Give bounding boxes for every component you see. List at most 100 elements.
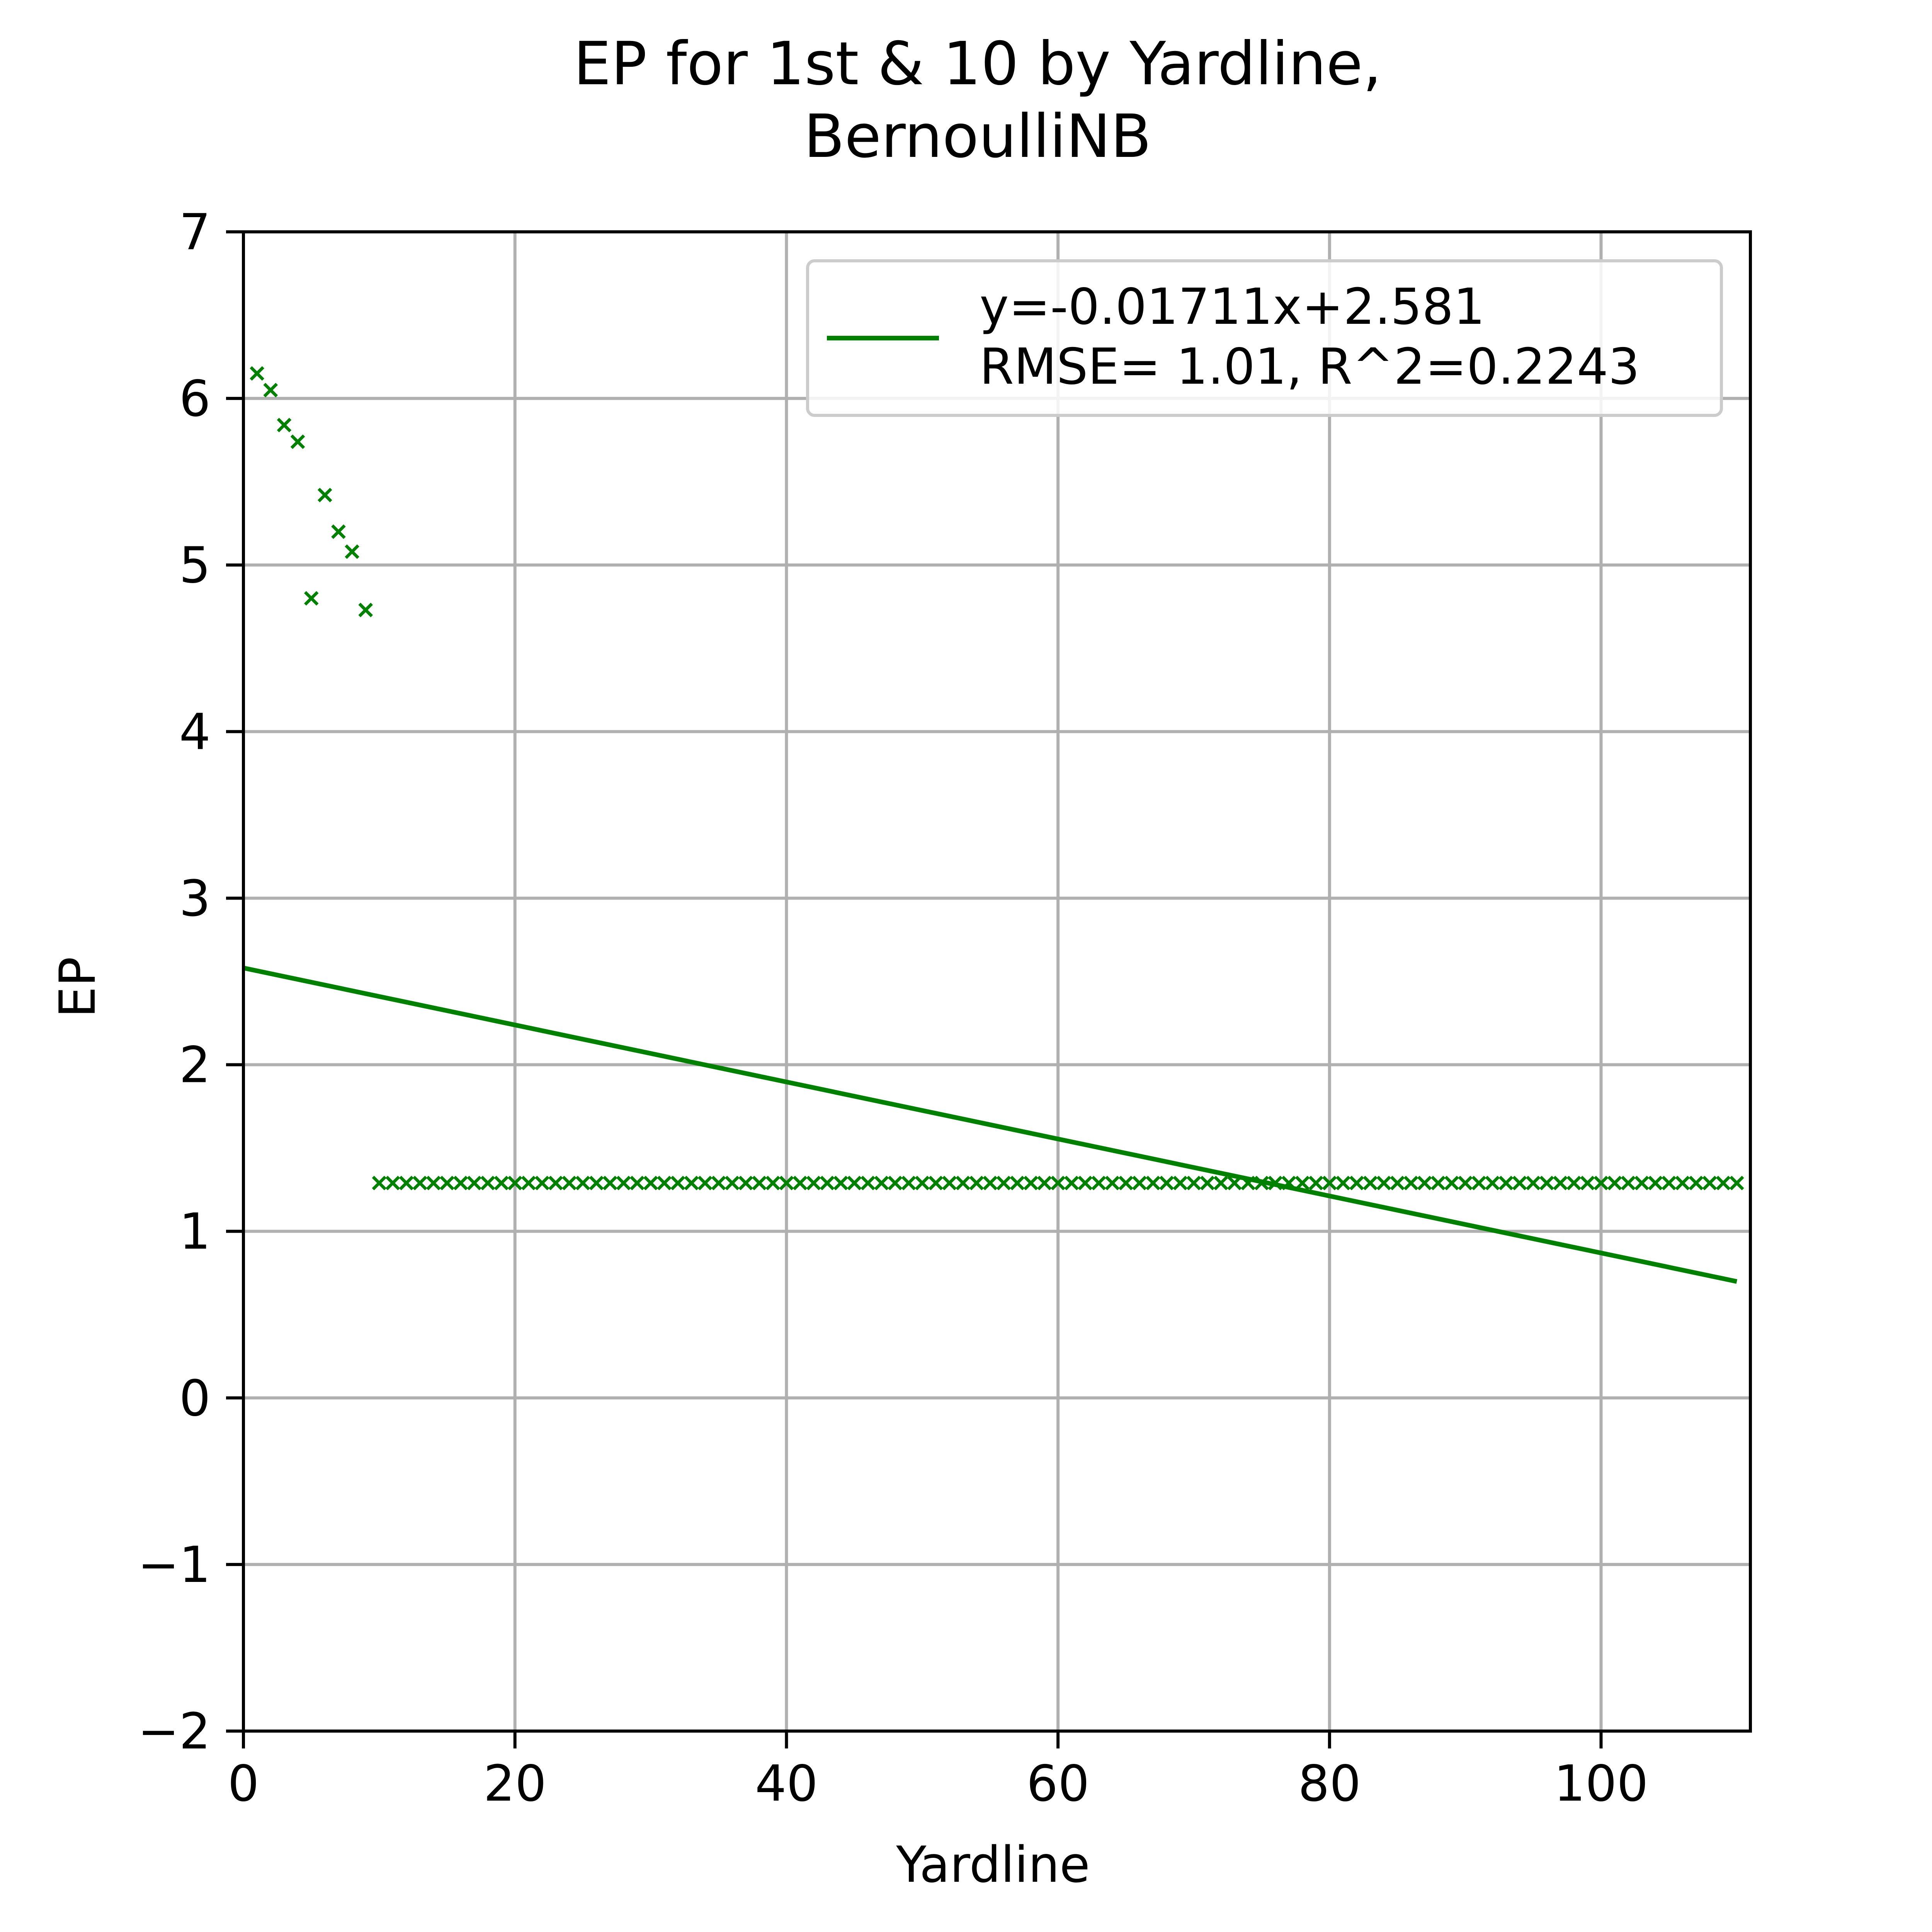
scatter-point xyxy=(1621,1175,1636,1190)
axis-ticks: 0 20 40 60 80 100 −2 −1 0 1 2 3 4 5 6 7 xyxy=(138,204,1648,1813)
fit-line xyxy=(243,966,1738,1284)
legend-label-equation: y=-0.01711x+2.581 xyxy=(980,278,1485,336)
scatter-point xyxy=(1689,1175,1704,1190)
scatter-point xyxy=(304,591,319,606)
scatter-point xyxy=(250,366,264,381)
scatter-point xyxy=(793,1175,808,1190)
scatter-point xyxy=(507,1175,522,1190)
scatter-point xyxy=(1458,1175,1473,1190)
legend-label-metrics: RMSE= 1.01, R^2=0.2243 xyxy=(980,338,1640,396)
y-tick-label: 6 xyxy=(179,370,211,428)
chart-subtitle: BernoulliNB xyxy=(804,102,1151,171)
scatter-point xyxy=(969,1175,984,1190)
x-axis-label: Yardline xyxy=(896,1836,1090,1894)
scatter-point xyxy=(983,1175,998,1190)
scatter-point xyxy=(480,1175,495,1190)
scatter-point xyxy=(833,1175,848,1190)
scatter-point xyxy=(1539,1175,1554,1190)
scatter-point xyxy=(317,488,332,502)
scatter-point xyxy=(290,434,305,449)
scatter-point xyxy=(1322,1175,1337,1190)
scatter-point xyxy=(1662,1175,1677,1190)
scatter-point xyxy=(1390,1175,1405,1190)
scatter-point xyxy=(956,1175,970,1190)
scatter-point xyxy=(1634,1175,1649,1190)
scatter-point xyxy=(643,1175,658,1190)
scatter-point xyxy=(1173,1175,1188,1190)
scatter-point xyxy=(765,1175,781,1190)
y-tick-label: 4 xyxy=(179,703,211,761)
scatter-point xyxy=(616,1175,631,1190)
scatter-point xyxy=(847,1175,862,1190)
scatter-point xyxy=(711,1175,726,1190)
data-layer xyxy=(243,366,1744,1284)
scatter-point xyxy=(1186,1175,1201,1190)
scatter-point xyxy=(1526,1175,1541,1190)
scatter-point xyxy=(331,524,346,539)
scatter-point xyxy=(1675,1175,1690,1190)
scatter-point xyxy=(412,1175,427,1190)
scatter-point xyxy=(548,1175,563,1190)
scatter-point xyxy=(942,1175,957,1190)
scatter-point xyxy=(575,1175,590,1190)
scatter-point xyxy=(1091,1175,1106,1190)
scatter-point xyxy=(602,1175,617,1190)
scatter-point xyxy=(1024,1175,1038,1190)
scatter-point xyxy=(697,1175,713,1190)
scatter-point xyxy=(358,602,373,617)
scatter-point xyxy=(1078,1175,1093,1190)
scatter-point xyxy=(996,1175,1011,1190)
scatter-point xyxy=(1200,1175,1215,1190)
y-tick-label: −2 xyxy=(138,1703,211,1760)
legend: y=-0.01711x+2.581 RMSE= 1.01, R^2=0.2243 xyxy=(806,259,1723,417)
scatter-point xyxy=(1553,1175,1568,1190)
scatter-point xyxy=(589,1175,604,1190)
scatter-point xyxy=(399,1175,414,1190)
scatter-point xyxy=(725,1175,740,1190)
scatter-point xyxy=(1444,1175,1459,1190)
scatter-point xyxy=(806,1175,821,1190)
scatter-point xyxy=(426,1175,441,1190)
scatter-point xyxy=(738,1175,753,1190)
scatter-point xyxy=(1105,1175,1120,1190)
scatter-point xyxy=(467,1175,482,1190)
y-tick-label: 7 xyxy=(179,204,211,261)
scatter-point xyxy=(1485,1175,1500,1190)
x-tick-label: 60 xyxy=(1027,1755,1090,1813)
scatter-point xyxy=(1471,1175,1486,1190)
scatter-point xyxy=(1512,1175,1527,1190)
scatter-point xyxy=(494,1175,509,1190)
scatter-point xyxy=(385,1175,400,1190)
scatter-point xyxy=(263,383,278,398)
scatter-point xyxy=(562,1175,577,1190)
scatter-point xyxy=(1132,1175,1147,1190)
scatter-point xyxy=(1431,1175,1446,1190)
scatter-point xyxy=(657,1175,672,1190)
scatter-point xyxy=(630,1175,645,1190)
scatter-point xyxy=(752,1175,767,1190)
x-tick-label: 100 xyxy=(1554,1755,1648,1813)
scatter-point xyxy=(684,1175,699,1190)
scatter-point xyxy=(1213,1175,1228,1190)
y-tick-label: 1 xyxy=(179,1203,211,1261)
scatter-point xyxy=(1376,1175,1391,1190)
y-tick-label: −1 xyxy=(138,1536,211,1594)
scatter-point xyxy=(1051,1175,1065,1190)
scatter-point xyxy=(915,1175,930,1190)
y-tick-label: 2 xyxy=(179,1037,211,1094)
scatter-point xyxy=(1607,1175,1622,1190)
scatter-point xyxy=(1580,1175,1595,1190)
y-axis-label: EP xyxy=(49,957,107,1018)
y-tick-label: 5 xyxy=(179,537,211,594)
scatter-point xyxy=(1648,1175,1663,1190)
scatter-point xyxy=(345,544,359,559)
scatter-point xyxy=(1146,1175,1160,1190)
scatter-point xyxy=(1336,1175,1350,1190)
scatter-point xyxy=(535,1175,549,1190)
y-tick-label: 3 xyxy=(179,870,211,927)
scatter-point xyxy=(1498,1175,1514,1190)
scatter-point xyxy=(453,1175,468,1190)
scatter-point xyxy=(1566,1175,1582,1190)
scatter-point xyxy=(440,1175,454,1190)
